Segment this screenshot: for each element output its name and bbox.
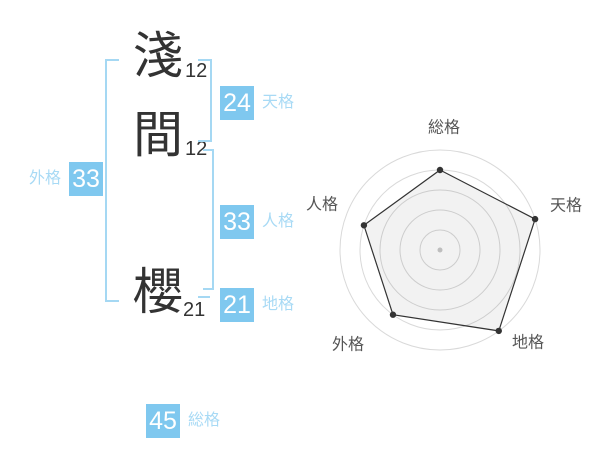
- radar-ring: [399, 209, 481, 291]
- tenkaku-label: 天格: [262, 94, 295, 111]
- gaikaku-badge: 33: [69, 162, 104, 196]
- chikaku-badge: 21: [220, 288, 254, 322]
- jinkaku-row: 33 人格: [220, 205, 294, 239]
- tenkaku-bracket: [198, 59, 212, 142]
- radar-axis-label: 人格: [306, 196, 338, 214]
- gaikaku-label: 外格: [29, 170, 62, 187]
- radar-polygon: [363, 169, 536, 332]
- name-char-1: 淺: [133, 28, 183, 84]
- radar-vertex-dot: [360, 222, 368, 229]
- chikaku-row: 21 地格: [220, 288, 294, 322]
- radar-vertex-dot: [531, 215, 539, 223]
- jinkaku-badge: 33: [220, 205, 254, 239]
- name-char-2: 間: [133, 107, 183, 163]
- radar-vertex-dot: [389, 311, 397, 318]
- name-char-3: 櫻: [133, 264, 183, 320]
- tenkaku-badge: 24: [220, 86, 254, 120]
- radar-vertex-dot: [495, 327, 502, 335]
- chikaku-tick: [198, 296, 210, 298]
- radar-axis-label: 総格: [428, 119, 460, 137]
- radar-axis-label: 天格: [550, 197, 582, 215]
- jinkaku-label: 人格: [262, 213, 295, 230]
- radar-axis-label: 地格: [512, 334, 544, 352]
- soukaku-row: 45 総格: [146, 404, 220, 438]
- radar-vertex-dot: [436, 166, 444, 174]
- chikaku-label: 地格: [262, 296, 295, 313]
- gaikaku-row: 外格 33: [29, 162, 104, 196]
- stroke-count-3: 21: [183, 299, 206, 321]
- radar-center-dot: [437, 247, 443, 253]
- radar-axis-label: 外格: [332, 336, 364, 354]
- soukaku-badge: 45: [146, 404, 180, 438]
- jinkaku-bracket: [203, 149, 214, 290]
- stroke-count-2: 12: [185, 138, 208, 160]
- tenkaku-row: 24 天格: [220, 86, 294, 120]
- gaikaku-bracket: [105, 59, 119, 302]
- radar-ring: [379, 189, 501, 311]
- soukaku-label: 総格: [188, 412, 221, 429]
- radar-ring: [339, 149, 541, 351]
- stroke-count-1: 12: [185, 60, 208, 82]
- radar-ring: [419, 229, 461, 271]
